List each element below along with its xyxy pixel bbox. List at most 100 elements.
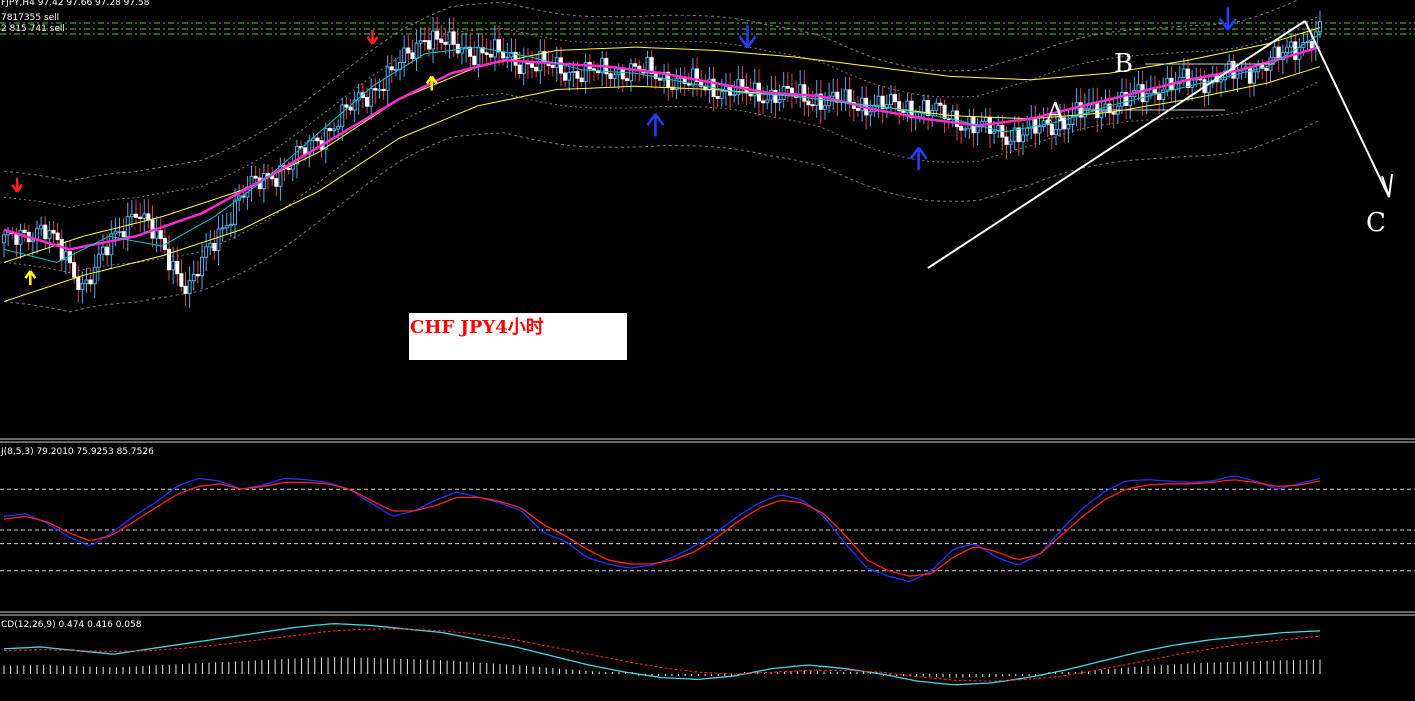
candle-body	[1318, 21, 1322, 33]
candle-body	[505, 56, 510, 59]
candle-body	[39, 224, 44, 230]
candle-body	[484, 52, 489, 55]
candle-body	[530, 63, 535, 68]
candle-body	[901, 110, 906, 113]
trendline-c[interactable]	[1304, 20, 1390, 198]
candle-body	[550, 65, 555, 68]
candle-body	[1066, 124, 1071, 130]
macd-panel: CD(12,26,9) 0.474 0.416 0.058	[1, 620, 1321, 686]
candle-body	[179, 273, 184, 287]
candle-body	[377, 88, 382, 91]
candle-body	[72, 262, 77, 278]
candle-body	[1053, 129, 1058, 136]
candle-body	[109, 233, 114, 256]
candle-body	[1041, 120, 1046, 128]
candle-body	[233, 199, 238, 225]
candle-body	[455, 43, 460, 54]
kdj-panel: J(8,5,3) 79.2010 75.9253 85.7526	[0, 447, 1415, 583]
candle-body	[822, 105, 827, 110]
trendline-ab[interactable]	[927, 20, 1306, 269]
candle-body	[649, 57, 654, 74]
candle-body	[1111, 112, 1116, 115]
candle-body	[1119, 92, 1124, 107]
candle-body	[806, 100, 811, 106]
signal-arrow-up	[425, 75, 438, 91]
candle-body	[101, 246, 106, 255]
candle-body	[777, 99, 782, 103]
candle-body	[1206, 82, 1211, 94]
bollinger-band-line	[3, 119, 1321, 313]
candle-body	[84, 279, 89, 285]
candle-body	[369, 88, 374, 107]
macd-lines	[3, 623, 1321, 686]
candle-body	[761, 100, 766, 104]
note-box	[409, 313, 627, 360]
candle-body	[719, 91, 724, 99]
candle-body	[105, 246, 110, 256]
candle-body	[1008, 140, 1013, 145]
candle-body	[381, 88, 386, 91]
candle-body	[175, 260, 180, 275]
candle-body	[843, 89, 848, 102]
candle-body	[571, 71, 576, 74]
candle-body	[633, 63, 638, 67]
candle-body	[942, 104, 947, 119]
candle-body	[534, 66, 539, 72]
candle-body	[855, 107, 860, 111]
candle-body	[868, 111, 873, 116]
candle-body	[950, 110, 955, 120]
candle-body	[294, 146, 299, 165]
candle-body	[80, 283, 85, 290]
candle-body	[1049, 123, 1054, 136]
candle-body	[167, 248, 172, 271]
candle-body	[1037, 126, 1042, 134]
candle-body	[959, 125, 964, 131]
wave-label-b: B	[1114, 49, 1133, 79]
candle-body	[888, 94, 893, 106]
candle-body	[1062, 117, 1067, 130]
bollinger-band-line	[3, 0, 1300, 182]
candle-body	[2, 234, 6, 244]
candle-body	[63, 251, 68, 261]
signal-arrow-down	[1218, 7, 1237, 31]
arrowhead-c	[1381, 173, 1393, 198]
signal-arrow-up	[909, 146, 928, 171]
candle-body	[674, 77, 679, 90]
candle-body	[492, 39, 497, 58]
candle-body	[662, 71, 667, 81]
candle-body	[1218, 79, 1223, 83]
candle-body	[406, 47, 411, 54]
candle-body	[558, 57, 563, 74]
candle-body	[645, 57, 650, 74]
candle-body	[435, 30, 440, 40]
signal-arrow-down	[11, 177, 24, 193]
candle-body	[1020, 134, 1025, 143]
macd-header: CD(12,26,9) 0.474 0.416 0.058	[1, 620, 142, 630]
signal-arrow-up	[646, 113, 665, 137]
kdj-k-line	[3, 475, 1321, 583]
note-text: CHF JPY4小时	[410, 317, 544, 338]
candle-body	[216, 228, 221, 252]
candle-body	[187, 280, 192, 294]
candle-body	[51, 229, 56, 234]
candle-body	[938, 102, 943, 106]
candle-body	[695, 68, 700, 83]
candle-body	[818, 93, 823, 110]
candle-body	[612, 74, 617, 79]
ma-fast-line	[3, 33, 1321, 263]
candle-body	[1272, 46, 1277, 59]
candle-body	[814, 93, 819, 106]
ma-slow-upper-line	[3, 27, 1321, 263]
candle-body	[332, 128, 337, 132]
candle-body	[996, 125, 1001, 132]
candle-body	[117, 231, 122, 234]
signal-arrow-down	[366, 29, 379, 45]
candle-body	[884, 104, 889, 109]
candle-body	[340, 104, 345, 127]
candle-body	[897, 101, 902, 112]
candle-body	[204, 246, 209, 258]
candle-body	[43, 224, 48, 240]
candle-body	[880, 95, 885, 109]
candle-body	[451, 31, 456, 45]
